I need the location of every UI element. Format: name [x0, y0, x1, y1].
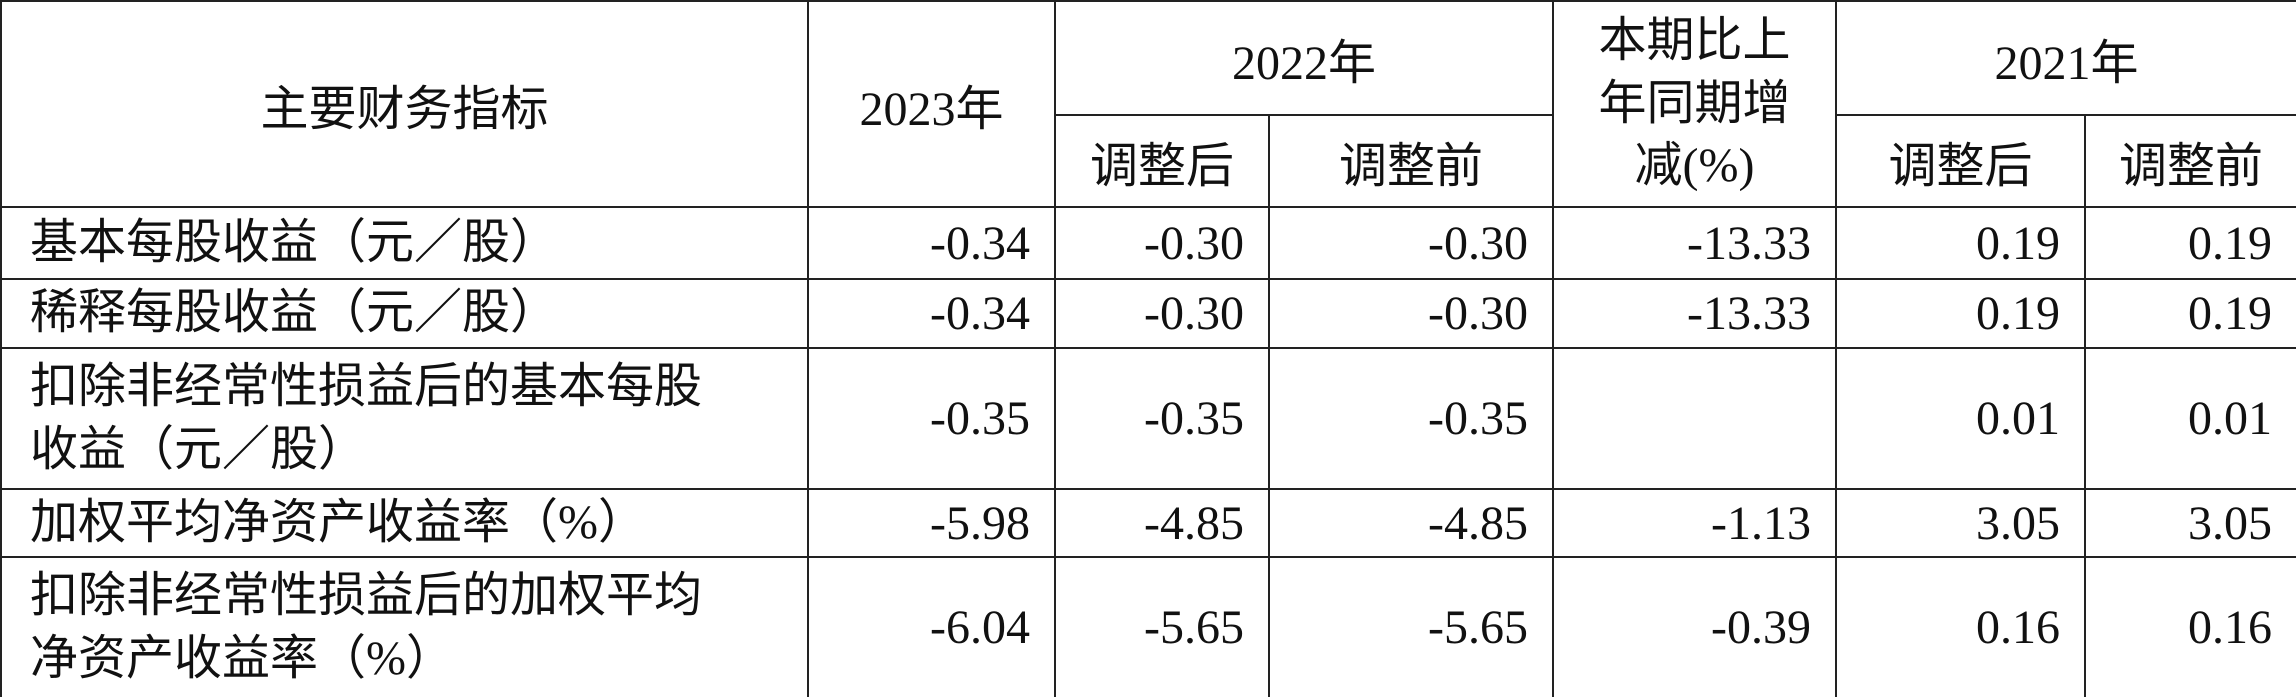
value-cell: -5.98 — [807, 488, 1056, 558]
value-cell: -0.30 — [1267, 278, 1555, 349]
value-cell: -13.33 — [1552, 206, 1838, 280]
value-cell: -0.34 — [807, 278, 1056, 349]
label-text: 加权平均净资产收益率（%） — [30, 495, 646, 549]
header-row: 主要财务指标 2023年 2022年 本期比上年同期增减(%) 2021年 — [0, 0, 2296, 208]
value-cell: 0.19 — [1835, 206, 2087, 280]
value-cell: 0.16 — [2084, 556, 2296, 697]
header-cell: 主要财务指标 — [0, 0, 809, 208]
label-text: 扣除非经常性损益后的加权平均净资产收益率（%） — [30, 569, 703, 685]
value-cell: 0.19 — [1835, 278, 2087, 349]
value-cell: -5.65 — [1267, 556, 1555, 697]
header-cell: 2023年 — [807, 0, 1056, 208]
label-text: 稀释每股收益（元／股） — [30, 286, 559, 340]
data-row: 加权平均净资产收益率（%） -5.98 -4.85 -4.85 -1.13 3.05 3.0… — [0, 488, 2296, 558]
header-cell: 2022年 — [1053, 0, 1555, 116]
row-label: 扣除非经常性损益后的加权平均净资产收益率（%） — [0, 556, 809, 697]
value-cell: -1.13 — [1552, 488, 1838, 558]
value-cell: -4.85 — [1054, 488, 1270, 558]
row-label: 扣除非经常性损益后的基本每股收益（元／股） — [0, 347, 809, 490]
value-cell: -0.35 — [1267, 347, 1555, 490]
header-cell: 调整后 — [1835, 114, 2087, 208]
data-row: 扣除非经常性损益后的加权平均净资产收益率（%） -6.04 -5.65 -5.65 -0… — [0, 556, 2296, 697]
value-cell: 0.16 — [1835, 556, 2087, 697]
value-cell: -0.34 — [807, 206, 1056, 280]
value-cell: -4.85 — [1267, 488, 1555, 558]
value-cell: 0.01 — [1835, 347, 2087, 490]
value-cell: 0.19 — [2084, 206, 2296, 280]
row-label: 加权平均净资产收益率（%） — [0, 488, 809, 558]
header-cell: 调整前 — [1267, 114, 1555, 208]
label-text: 扣除非经常性损益后的基本每股收益（元／股） — [30, 360, 703, 476]
header-cell: 2021年 — [1835, 0, 2296, 116]
value-cell: -0.39 — [1552, 556, 1838, 697]
row-label: 基本每股收益（元／股） — [0, 206, 809, 280]
value-cell: -0.30 — [1054, 206, 1270, 280]
value-cell: 3.05 — [1835, 488, 2087, 558]
header-cell: 调整后 — [1054, 114, 1270, 208]
header-text: 本期比上年同期增减(%) — [1598, 14, 1791, 193]
value-cell: 3.05 — [2084, 488, 2296, 558]
value-cell: -0.35 — [807, 347, 1056, 490]
value-cell: -13.33 — [1552, 278, 1838, 349]
value-cell: -0.30 — [1054, 278, 1270, 349]
data-row: 扣除非经常性损益后的基本每股收益（元／股） -0.35 -0.35 -0.35 0.01… — [0, 347, 2296, 490]
value-cell: 0.19 — [2084, 278, 2296, 349]
label-text: 基本每股收益（元／股） — [30, 215, 559, 269]
header-cell: 调整前 — [2084, 114, 2296, 208]
value-cell: -0.30 — [1267, 206, 1555, 280]
value-cell: -5.65 — [1054, 556, 1270, 697]
value-cell: 0.01 — [2084, 347, 2296, 490]
data-row: 稀释每股收益（元／股） -0.34 -0.30 -0.30 -13.33 0.19 0.19 — [0, 278, 2296, 349]
header-row: 调整后 调整前 调整后 调整前 — [1, 114, 2296, 208]
value-cell: -6.04 — [807, 556, 1056, 697]
value-cell — [1552, 347, 1838, 490]
data-row: 基本每股收益（元／股） -0.34 -0.30 -0.30 -13.33 0.19 0.19 — [0, 206, 2296, 280]
value-cell: -0.35 — [1054, 347, 1270, 490]
row-label: 稀释每股收益（元／股） — [0, 278, 809, 349]
header-cell: 本期比上年同期增减(%) — [1552, 0, 1838, 208]
